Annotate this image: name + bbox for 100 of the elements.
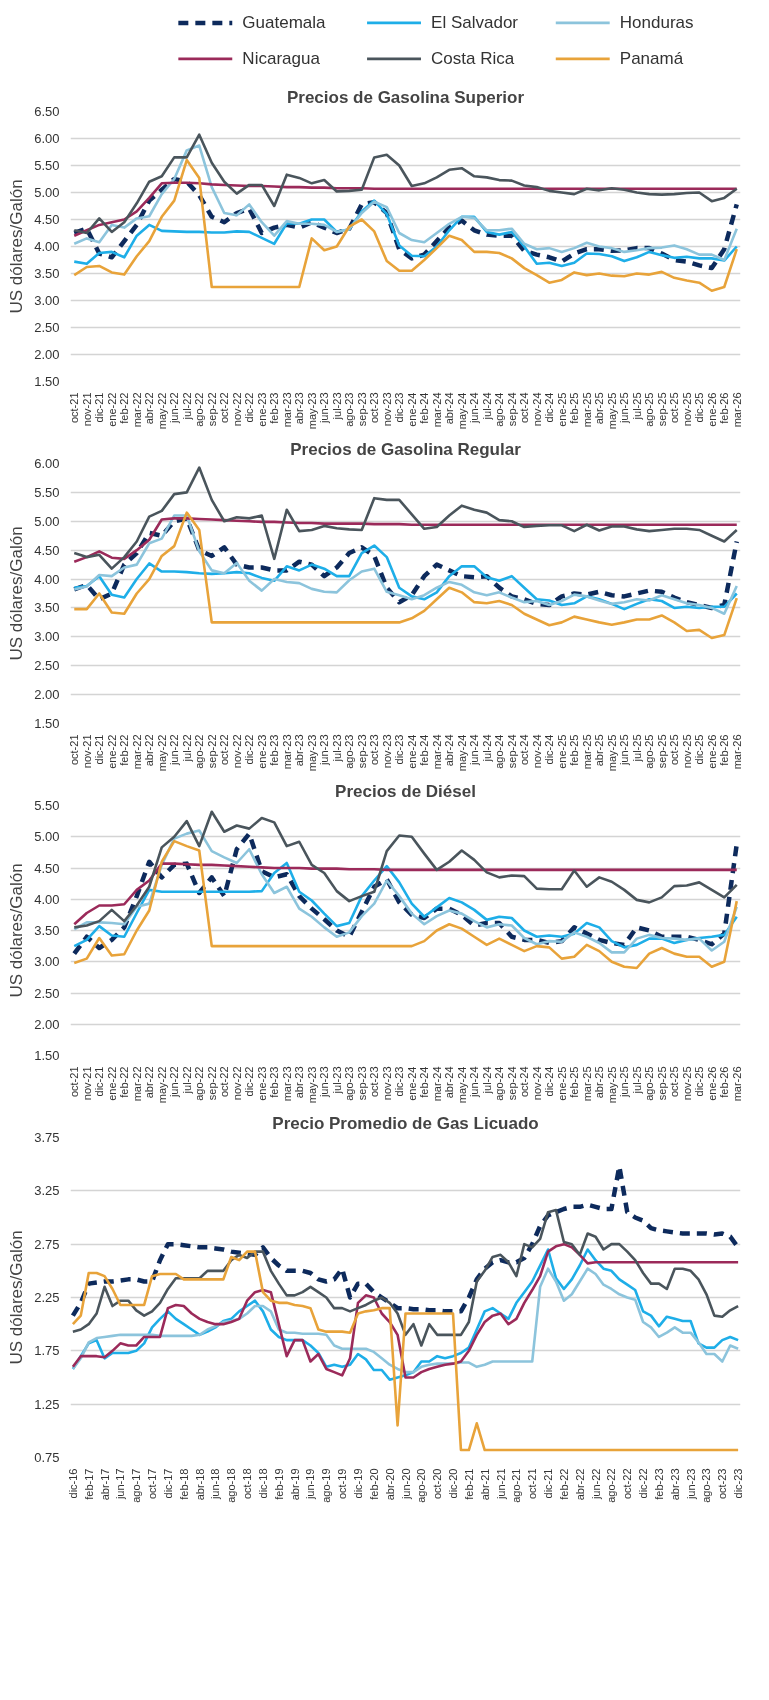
y-tick-label: 3.50 xyxy=(34,266,60,281)
x-tick-label: mar-24 xyxy=(430,734,443,770)
x-tick-label: feb-26 xyxy=(718,734,731,766)
x-tick-label: oct-23 xyxy=(368,1066,381,1098)
x-tick-label: oct-23 xyxy=(716,1468,729,1500)
x-tick-label: abr-23 xyxy=(668,1468,681,1501)
x-tick-label: jun-24 xyxy=(468,392,481,425)
x-tick-label: may-23 xyxy=(305,1066,318,1104)
x-tick-label: nov-24 xyxy=(530,392,543,427)
x-tick-label: abr-22 xyxy=(143,392,156,425)
line-series xyxy=(72,466,739,570)
x-tick-label: jun-23 xyxy=(318,392,331,425)
x-tick-label: feb-18 xyxy=(177,1468,190,1500)
y-tick-label: 3.25 xyxy=(34,1183,60,1199)
x-tick-label: ago-21 xyxy=(510,1468,523,1503)
x-tick-label: sep-22 xyxy=(205,392,218,427)
x-tick-label: ago-22 xyxy=(193,1066,206,1101)
x-tick-label: feb-26 xyxy=(718,392,731,424)
x-tick-label: abr-22 xyxy=(573,1468,586,1501)
x-tick-label: sep-22 xyxy=(205,1066,218,1101)
x-tick-label: feb-23 xyxy=(268,1066,281,1098)
x-tick-label: dic-23 xyxy=(393,392,406,423)
x-tick-label: feb-20 xyxy=(367,1468,380,1500)
x-tick-label: feb-25 xyxy=(568,1066,581,1098)
x-tick-label: dic-23 xyxy=(393,1066,406,1097)
x-tick-label: dic-24 xyxy=(543,392,556,423)
x-tick-label: dic-21 xyxy=(93,1066,106,1097)
x-tick-label: ene-24 xyxy=(405,392,418,427)
x-tick-label: abr-21 xyxy=(478,1468,491,1501)
x-tick-label: feb-23 xyxy=(268,734,281,766)
x-tick-label: feb-24 xyxy=(418,392,431,424)
y-tick-label: 0.75 xyxy=(34,1450,60,1465)
x-tick-label: may-22 xyxy=(155,392,168,430)
y-axis-title: US dólares/Galón xyxy=(7,863,27,998)
x-tick-label: may-22 xyxy=(155,734,168,772)
x-tick-label: ene-23 xyxy=(255,734,268,769)
y-tick-label: 1.75 xyxy=(34,1343,60,1359)
y-tick-label: 4.00 xyxy=(34,571,60,587)
y-tick-label: 3.50 xyxy=(34,923,60,938)
y-tick-label: 5.50 xyxy=(34,484,60,500)
x-tick-label: dic-22 xyxy=(243,1066,256,1097)
y-tick-label: 4.50 xyxy=(34,542,60,558)
line-series xyxy=(71,1267,740,1374)
x-tick-label: jul-25 xyxy=(630,734,643,763)
x-tick-label: abr-20 xyxy=(383,1468,396,1501)
x-tick-label: mar-23 xyxy=(280,734,293,770)
x-tick-label: abr-25 xyxy=(593,734,606,767)
chart-title: Precios de Gasolina Superior xyxy=(286,87,525,107)
x-tick-label: jun-19 xyxy=(304,1468,317,1501)
x-tick-label: nov-22 xyxy=(230,734,243,769)
y-tick-label: 3.00 xyxy=(34,629,60,645)
x-tick-label: ago-24 xyxy=(493,1066,506,1101)
x-tick-label: ago-19 xyxy=(320,1468,333,1503)
x-tick-label: nov-23 xyxy=(380,1066,393,1101)
x-tick-label: oct-20 xyxy=(431,1468,444,1500)
x-tick-label: oct-21 xyxy=(526,1468,539,1500)
x-tick-label: sep-24 xyxy=(505,734,518,769)
x-tick-label: dic-21 xyxy=(93,734,106,765)
x-tick-label: feb-24 xyxy=(418,1066,431,1098)
x-tick-label: mar-26 xyxy=(730,734,743,770)
legend-label: Nicaragua xyxy=(242,49,321,69)
y-tick-label: 6.00 xyxy=(34,456,60,471)
x-tick-label: abr-19 xyxy=(288,1468,301,1501)
y-tick-label: 1.50 xyxy=(34,716,60,731)
x-tick-label: ago-23 xyxy=(700,1468,713,1503)
line-series xyxy=(72,158,739,293)
x-tick-label: ene-26 xyxy=(705,392,718,427)
x-tick-label: may-23 xyxy=(305,734,318,772)
x-tick-label: jul-25 xyxy=(630,392,643,421)
x-tick-label: oct-23 xyxy=(368,392,381,424)
line-series xyxy=(72,133,739,235)
x-tick-label: ago-25 xyxy=(643,734,656,769)
x-tick-label: abr-25 xyxy=(593,392,606,425)
x-tick-label: ene-23 xyxy=(255,392,268,427)
x-tick-label: ene-26 xyxy=(705,1066,718,1101)
x-tick-label: jun-25 xyxy=(618,392,631,425)
x-tick-label: jul-22 xyxy=(180,1066,193,1095)
y-tick-label: 5.50 xyxy=(34,798,60,813)
x-tick-label: feb-23 xyxy=(652,1468,665,1500)
legend-label: El Salvador xyxy=(431,13,519,33)
y-tick-label: 2.75 xyxy=(34,1236,60,1252)
x-tick-label: nov-22 xyxy=(230,1066,243,1101)
x-tick-label: sep-23 xyxy=(355,1066,368,1101)
x-tick-label: ago-20 xyxy=(415,1468,428,1503)
x-tick-label: dic-21 xyxy=(93,392,106,423)
x-tick-label: ene-24 xyxy=(405,734,418,769)
x-tick-label: dic-25 xyxy=(693,1066,706,1097)
y-tick-label: 1.25 xyxy=(34,1396,60,1412)
x-tick-label: mar-25 xyxy=(580,734,593,770)
x-tick-label: ene-22 xyxy=(105,1066,118,1101)
y-tick-label: 5.00 xyxy=(34,829,60,845)
x-tick-label: ago-25 xyxy=(643,1066,656,1101)
x-tick-label: ago-25 xyxy=(643,392,656,427)
legend-label: Panamá xyxy=(619,49,684,69)
x-tick-label: jul-23 xyxy=(330,1066,343,1095)
x-tick-label: jul-23 xyxy=(330,734,343,763)
x-tick-label: sep-23 xyxy=(355,734,368,769)
x-tick-label: jul-23 xyxy=(330,392,343,421)
x-tick-label: sep-25 xyxy=(655,392,668,427)
x-tick-label: oct-22 xyxy=(218,1066,231,1098)
